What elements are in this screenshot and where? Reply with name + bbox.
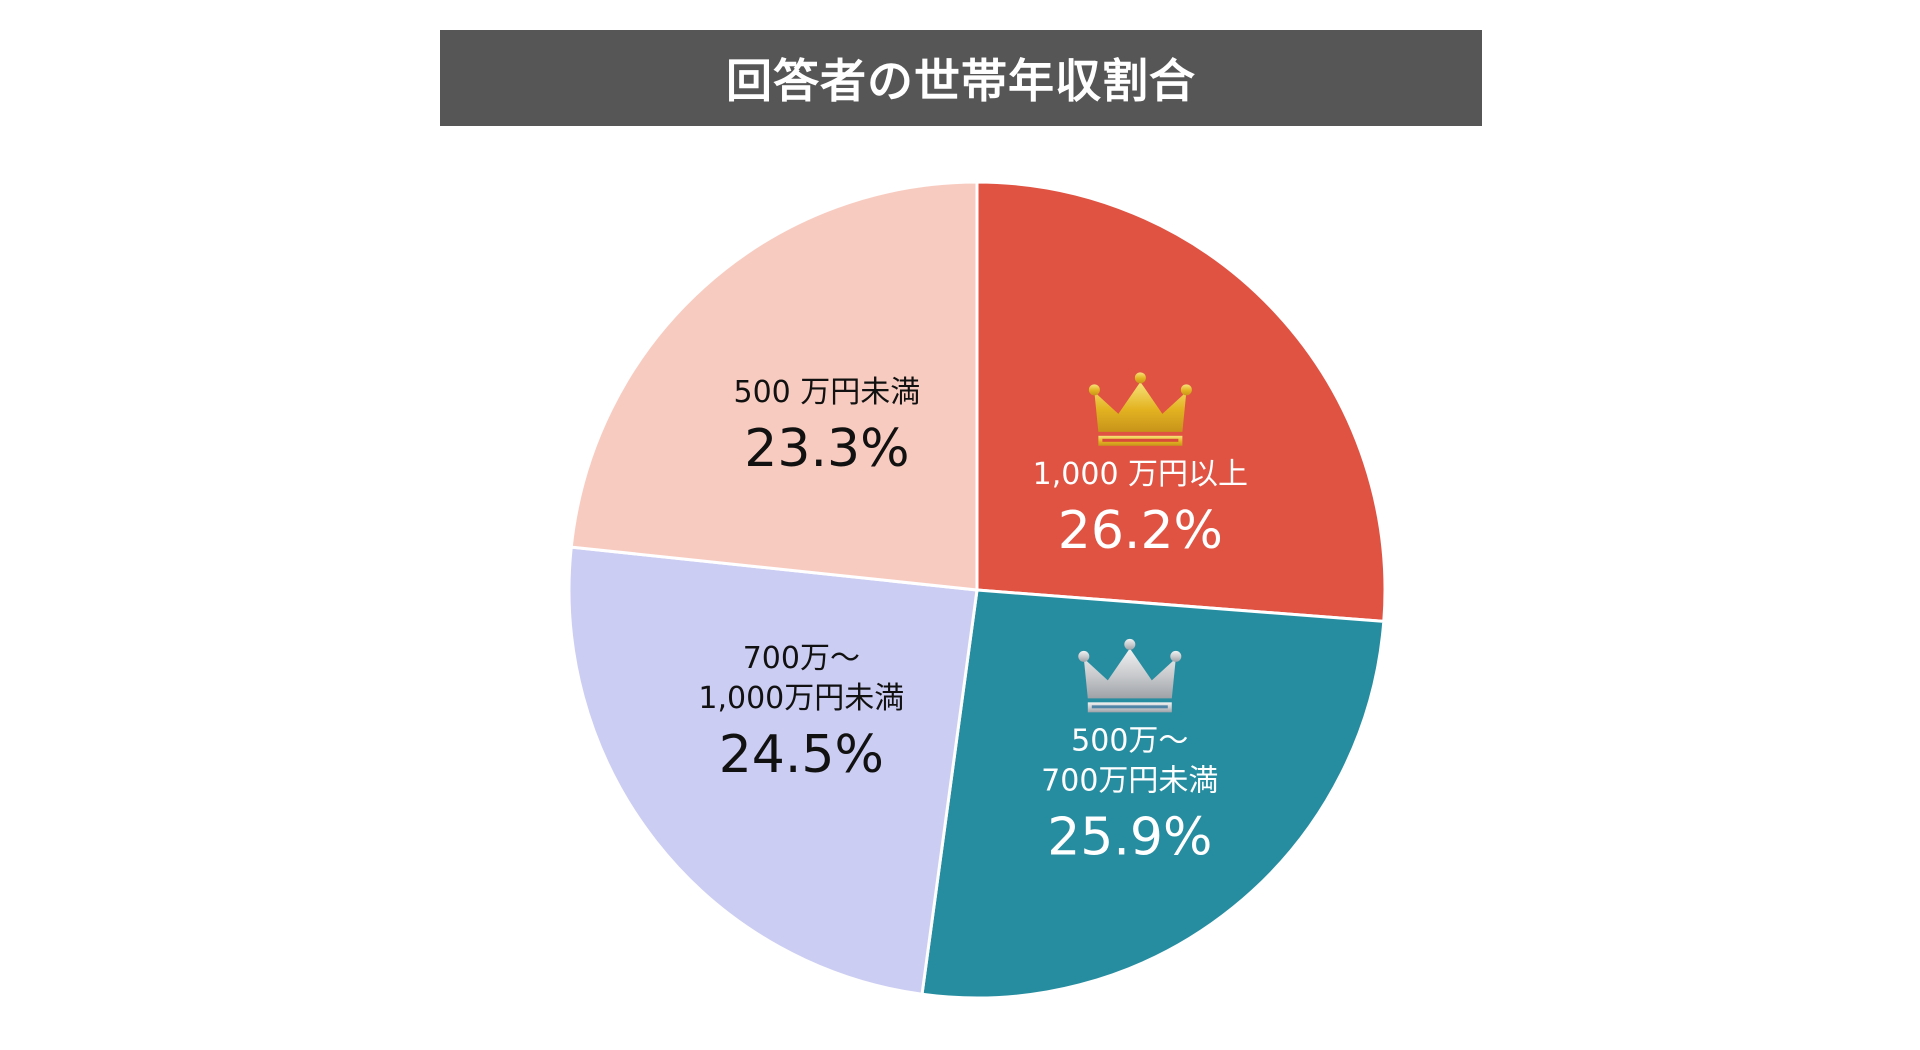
slice-label-group-4: 500 万円未満 23.3% (734, 375, 921, 479)
slice-label-group-2: 500万～ 700万円未満 25.9% (1041, 638, 1218, 867)
slice-label-group-3: 700万～ 1,000万円未満 24.5% (698, 641, 904, 785)
slice-value-label: 26.2% (1058, 501, 1223, 561)
pie-slice-3 (567, 545, 979, 996)
slice-category-label: 1,000万円未満 (698, 681, 904, 716)
gold-crown-icon (1088, 372, 1192, 446)
slice-category-label: 500 万円未満 (734, 375, 921, 410)
pie-slices (567, 180, 1387, 1000)
pie-slice-4 (569, 180, 979, 592)
slice-category-label: 1,000 万円以上 (1033, 457, 1248, 492)
slice-category-label: 700万～ (743, 641, 860, 676)
slice-value-label: 23.3% (744, 419, 909, 479)
silver-crown-icon (1078, 638, 1182, 713)
chart-title-bar: 回答者の世帯年収割合 (440, 30, 1482, 126)
slice-category-label: 700万円未満 (1041, 763, 1218, 798)
slice-label-group-1: 1,000 万円以上 26.2% (1033, 372, 1248, 561)
pie-slice-2 (920, 588, 1386, 1000)
chart-title: 回答者の世帯年収割合 (726, 54, 1196, 108)
pie-labels: 1,000 万円以上 26.2% 500万～ 700万円未満 25.9% 700万～ 1,0… (698, 372, 1248, 867)
slice-value-label: 25.9% (1047, 807, 1212, 867)
slice-category-label: 500万～ (1071, 723, 1188, 758)
slice-value-label: 24.5% (719, 725, 884, 785)
